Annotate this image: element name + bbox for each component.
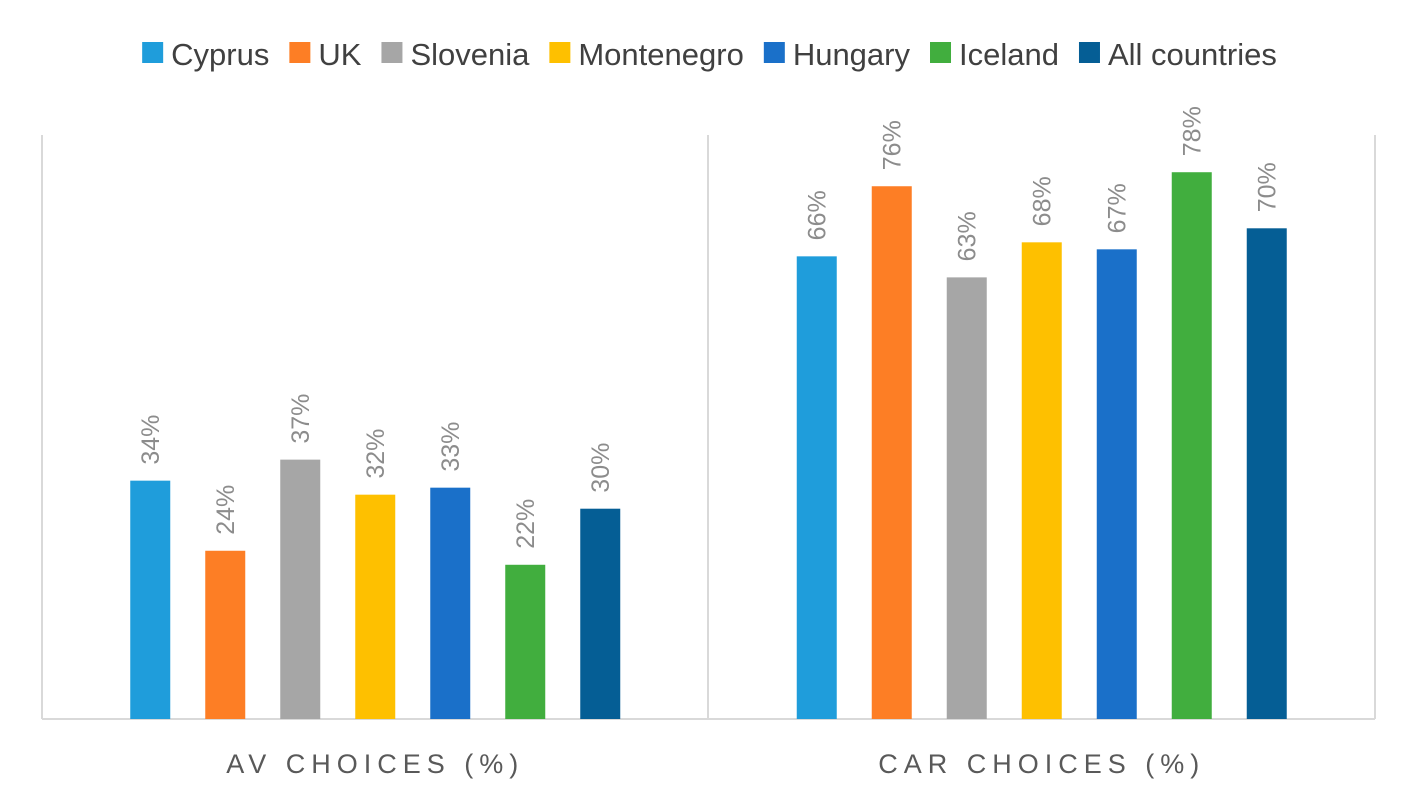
legend-swatch-3 (549, 42, 571, 63)
bar-1-0 (796, 256, 837, 719)
bar-0-2 (280, 459, 321, 719)
legend: Cyprus UK Slovenia Montenegro Hungary Iceland… (142, 37, 1277, 72)
bar-0-6 (580, 508, 621, 719)
legend-swatch-6 (1078, 42, 1100, 63)
data-label-1-5: 78% (1179, 106, 1207, 156)
legend-swatch-0 (142, 42, 164, 63)
legend-label-1: UK (318, 37, 361, 72)
legend-label-0: Cyprus (171, 37, 269, 72)
bar-0-4 (430, 487, 471, 719)
data-label-0-6: 30% (587, 443, 615, 493)
data-label-1-2: 63% (954, 211, 982, 261)
legend-swatch-2 (381, 42, 403, 63)
data-label-0-4: 33% (437, 422, 465, 472)
data-label-1-3: 68% (1029, 176, 1057, 226)
bars (130, 172, 1287, 720)
data-labels: 34% 24% 37% 32% 33% 22% 30% 66% 76% 63% 68% 67% 78% 7… (137, 106, 1282, 549)
legend-swatch-5 (930, 42, 952, 63)
bar-1-4 (1096, 249, 1137, 719)
data-label-1-6: 70% (1254, 162, 1282, 212)
data-label-0-1: 24% (212, 485, 240, 535)
bar-0-0 (130, 480, 171, 719)
bar-1-1 (871, 186, 912, 720)
legend-label-2: Slovenia (410, 37, 530, 72)
axes (41, 135, 1376, 720)
bar-1-5 (1171, 172, 1212, 720)
data-label-0-3: 32% (362, 429, 390, 479)
legend-swatch-4 (763, 42, 785, 63)
legend-label-5: Iceland (959, 37, 1059, 72)
legend-swatch-1 (289, 42, 311, 63)
data-label-1-1: 76% (879, 120, 907, 170)
bar-0-5 (505, 564, 546, 719)
category-label-1: CAR CHOICES (%) (878, 749, 1205, 779)
bar-1-3 (1021, 242, 1062, 719)
bar-1-6 (1246, 228, 1287, 720)
bar-1-2 (946, 277, 987, 719)
bar-0-3 (355, 494, 396, 719)
legend-label-3: Montenegro (578, 37, 743, 72)
data-label-1-4: 67% (1104, 183, 1132, 233)
legend-label-4: Hungary (793, 37, 911, 72)
category-labels: AV CHOICES (%) CAR CHOICES (%) (226, 749, 1205, 779)
data-label-0-2: 37% (287, 394, 315, 444)
bar-0-1 (205, 550, 246, 719)
data-label-0-0: 34% (137, 415, 165, 465)
data-label-0-5: 22% (512, 499, 540, 549)
data-label-1-0: 66% (804, 190, 832, 240)
legend-label-6: All countries (1108, 37, 1277, 72)
category-label-0: AV CHOICES (%) (226, 749, 524, 779)
